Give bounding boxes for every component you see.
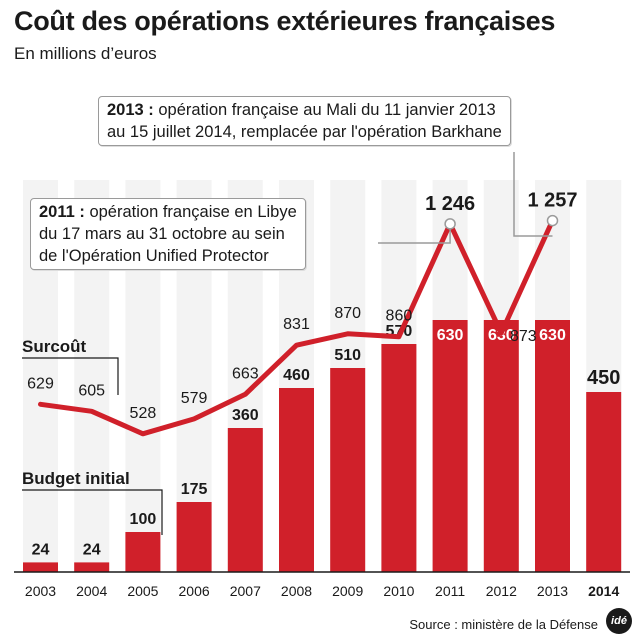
legend-budget: Budget initial bbox=[22, 469, 130, 488]
callout-2011-line1: opération française en Libye bbox=[84, 203, 297, 221]
bar-2013 bbox=[535, 320, 570, 572]
line-label-2012: 873 bbox=[510, 328, 537, 345]
bar-label-2013: 630 bbox=[539, 327, 566, 344]
line-label-2010: 860 bbox=[386, 308, 413, 325]
bar-label-2006: 175 bbox=[181, 481, 208, 498]
bar-label-2014: 450 bbox=[587, 367, 620, 389]
publisher-logo: idé bbox=[606, 608, 632, 634]
x-tick-2012: 2012 bbox=[486, 583, 517, 599]
legend-surcout: Surcoût bbox=[22, 337, 87, 356]
callout-2011-year: 2011 : bbox=[39, 203, 85, 221]
callout-2013-line2: au 15 juillet 2014, remplacée par l'opér… bbox=[107, 123, 502, 141]
x-tick-2003: 2003 bbox=[25, 583, 56, 599]
bar-2005 bbox=[125, 532, 161, 572]
bar-2009 bbox=[330, 368, 366, 572]
callout-2011-connector bbox=[378, 223, 451, 244]
callout-2013-line1: opération française au Mali du 11 janvie… bbox=[153, 101, 496, 119]
bar-label-2008: 460 bbox=[283, 367, 310, 384]
source-note: Source : ministère de la Défense bbox=[409, 617, 598, 632]
legend-surcout-leader bbox=[22, 357, 119, 395]
line-label-2009: 870 bbox=[334, 305, 361, 322]
x-tick-2007: 2007 bbox=[230, 583, 261, 599]
chart-title: Coût des opérations extérieures français… bbox=[14, 6, 556, 36]
callout-2013-connector bbox=[513, 152, 553, 237]
line-label-2006: 579 bbox=[181, 390, 208, 407]
callout-2011: 2011 : opération française en Libye du 1… bbox=[30, 198, 306, 270]
line-label-2007: 663 bbox=[232, 365, 259, 382]
bar-label-2007: 360 bbox=[232, 407, 259, 424]
bar-label-2003: 24 bbox=[32, 541, 50, 558]
bar-2004 bbox=[74, 562, 110, 572]
legend-budget-leader bbox=[22, 489, 163, 535]
bar-label-2011: 630 bbox=[437, 327, 464, 344]
surcout-line bbox=[38, 218, 555, 437]
x-tick-2011: 2011 bbox=[435, 583, 465, 599]
bar-label-2009: 510 bbox=[334, 347, 361, 364]
bar-2012 bbox=[483, 320, 519, 572]
x-tick-2005: 2005 bbox=[127, 583, 158, 599]
bar-label-2012: 630 bbox=[488, 327, 515, 344]
marker-2011 bbox=[444, 218, 456, 230]
callout-2013: 2013 : opération française au Mali du 11… bbox=[98, 96, 511, 146]
bar-label-2004: 24 bbox=[83, 541, 101, 558]
line-label-2013: 1 257 bbox=[527, 190, 577, 212]
line-label-2003: 629 bbox=[27, 375, 54, 392]
chart-subtitle: En millions d’euros bbox=[14, 44, 157, 63]
x-tick-2013: 2013 bbox=[537, 583, 568, 599]
callout-2011-line2: du 17 mars au 31 octobre au sein bbox=[39, 225, 285, 243]
bar-2014 bbox=[586, 392, 622, 572]
line-label-2005: 528 bbox=[130, 405, 157, 422]
bar-label-2005: 100 bbox=[130, 511, 157, 528]
bar-2003 bbox=[23, 562, 58, 572]
bar-2011 bbox=[432, 320, 468, 572]
bar-2008 bbox=[279, 388, 314, 572]
line-label-2008: 831 bbox=[283, 316, 310, 333]
x-tick-2008: 2008 bbox=[281, 583, 312, 599]
callout-2013-year: 2013 : bbox=[107, 101, 154, 119]
marker-2013 bbox=[546, 214, 559, 227]
bar-2007 bbox=[227, 428, 263, 572]
bar-2006 bbox=[176, 502, 212, 572]
line-label-2011: 1 246 bbox=[425, 193, 475, 215]
x-tick-2006: 2006 bbox=[179, 583, 210, 599]
callout-2011-line3: de l'Opération Unified Protector bbox=[39, 247, 269, 265]
x-tick-2004: 2004 bbox=[76, 583, 107, 599]
line-label-2004: 605 bbox=[78, 382, 105, 399]
x-tick-2009: 2009 bbox=[332, 583, 363, 599]
x-tick-2010: 2010 bbox=[383, 583, 414, 599]
bar-2010 bbox=[381, 344, 417, 572]
x-tick-2014: 2014 bbox=[588, 583, 619, 599]
